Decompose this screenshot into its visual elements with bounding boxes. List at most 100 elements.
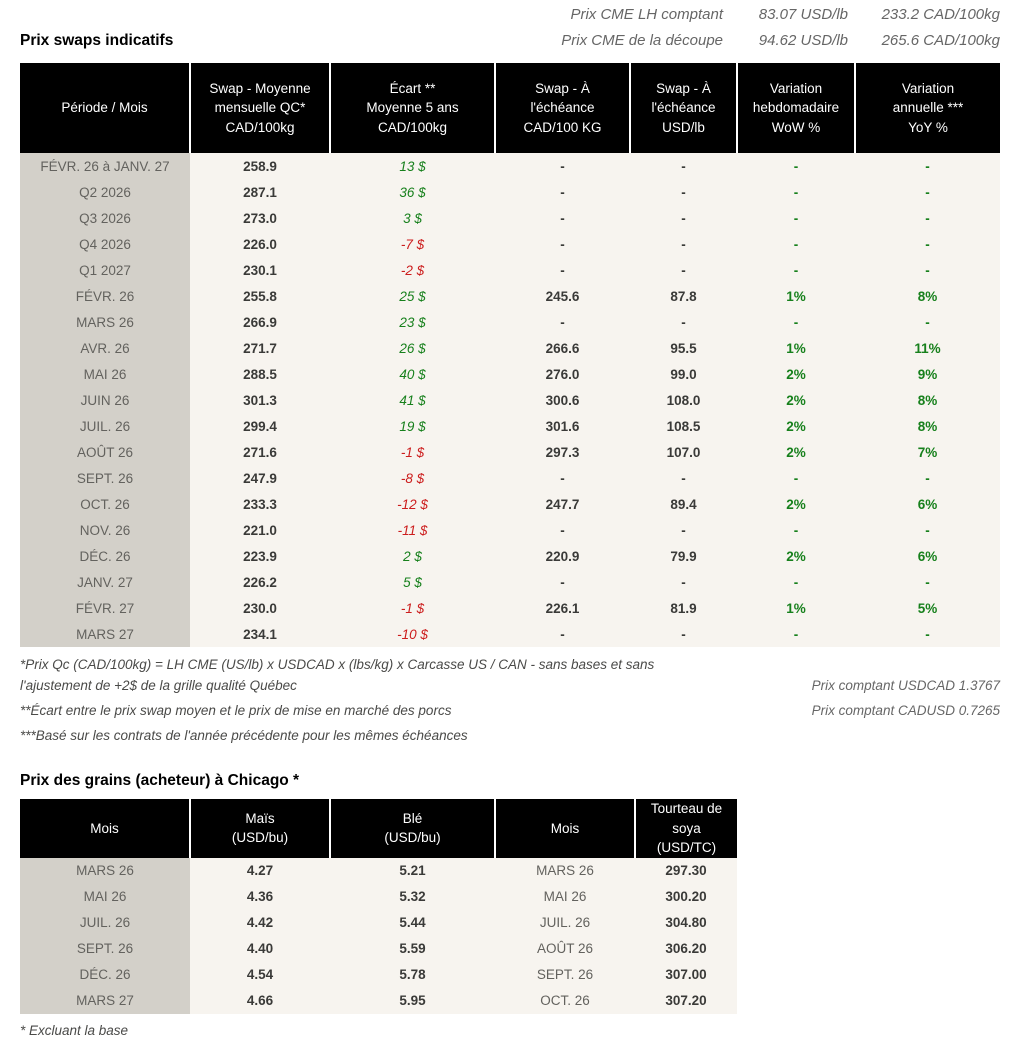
swap-avg-cell: 273.0	[190, 205, 330, 231]
swap-avg-cell: 223.9	[190, 543, 330, 569]
period-cell: FÉVR. 26	[20, 283, 190, 309]
wow-cell: 2%	[737, 361, 855, 387]
wheat-price-cell: 5.44	[330, 909, 495, 936]
swap-avg-cell: 230.0	[190, 595, 330, 621]
grains-footnote: * Excluant la base	[20, 1022, 129, 1038]
ecart-cell: 19 $	[330, 413, 495, 439]
swap-cad-cell: -	[495, 179, 630, 205]
yoy-cell: 6%	[855, 491, 1000, 517]
grains-table: Mois Maïs (USD/bu) Blé (USD/bu) Mois Tourtea…	[20, 799, 737, 1014]
table-row: DÉC. 26 4.54 5.78 SEPT. 26 307.00	[20, 961, 737, 988]
yoy-cell: -	[855, 153, 1000, 179]
table-row: Q4 2026 226.0 -7 $ - - - -	[20, 231, 1000, 257]
period-cell: JANV. 27	[20, 569, 190, 595]
swap-usd-cell: -	[630, 517, 737, 543]
swap-avg-cell: 233.3	[190, 491, 330, 517]
swap-usd-cell: 81.9	[630, 595, 737, 621]
swap-avg-cell: 247.9	[190, 465, 330, 491]
swap-avg-cell: 266.9	[190, 309, 330, 335]
grains-column-header: Mois	[20, 799, 190, 858]
swap-avg-cell: 221.0	[190, 517, 330, 543]
ecart-cell: 5 $	[330, 569, 495, 595]
swap-usd-cell: 99.0	[630, 361, 737, 387]
wow-cell: -	[737, 621, 855, 647]
wheat-price-cell: 5.95	[330, 987, 495, 1014]
cme-line-1: Prix CME LH comptant 83.07 USD/lb 233.2 …	[20, 6, 1000, 32]
grains-title: Prix des grains (acheteur) à Chicago *	[20, 772, 300, 789]
wow-cell: -	[737, 517, 855, 543]
yoy-cell: 5%	[855, 595, 1000, 621]
period-cell: AOÛT 26	[20, 439, 190, 465]
table-row: Q1 2027 230.1 -2 $ - - - -	[20, 257, 1000, 283]
ecart-cell: 3 $	[330, 205, 495, 231]
swap-avg-cell: 258.9	[190, 153, 330, 179]
table-row: DÉC. 26 223.9 2 $220.9 79.9 2% 6%	[20, 543, 1000, 569]
table-row: MAI 26 4.36 5.32 MAI 26 300.20	[20, 883, 737, 910]
yoy-cell: -	[855, 465, 1000, 491]
swap-usd-cell: -	[630, 465, 737, 491]
swap-usd-cell: -	[630, 231, 737, 257]
spot-cadusd: Prix comptant CADUSD 0.7265	[811, 703, 1000, 718]
swap-avg-cell: 301.3	[190, 387, 330, 413]
swap-cad-cell: -	[495, 621, 630, 647]
table-row: JUIN 26 301.3 41 $300.6 108.0 2% 8%	[20, 387, 1000, 413]
month-cell-2: JUIL. 26	[495, 909, 635, 936]
swap-cad-cell: -	[495, 153, 630, 179]
table-row: AOÛT 26 271.6 -1 $297.3 107.0 2% 7%	[20, 439, 1000, 465]
table-row: FÉVR. 27 230.0 -1 $226.1 81.9 1% 5%	[20, 595, 1000, 621]
table-row: AVR. 26 271.7 26 $266.6 95.5 1% 11%	[20, 335, 1000, 361]
ecart-cell: -12 $	[330, 491, 495, 517]
swaps-column-header: Écart ** Moyenne 5 ans CAD/100kg	[329, 63, 495, 153]
grains-column-header: Maïs (USD/bu)	[189, 799, 330, 858]
wow-cell: -	[737, 465, 855, 491]
swaps-column-header: Swap - À l'échéance CAD/100 KG	[494, 63, 630, 153]
footnote-yoy: ***Basé sur les contrats de l'année préc…	[20, 728, 468, 743]
swap-avg-cell: 299.4	[190, 413, 330, 439]
yoy-cell: -	[855, 257, 1000, 283]
table-row: FÉVR. 26 à JANV. 27 258.9 13 $ - - - -	[20, 153, 1000, 179]
swap-usd-cell: 79.9	[630, 543, 737, 569]
swap-usd-cell: -	[630, 153, 737, 179]
swaps-column-header: Swap - À l'échéance USD/lb	[629, 63, 737, 153]
wow-cell: 1%	[737, 595, 855, 621]
swap-avg-cell: 234.1	[190, 621, 330, 647]
corn-price-cell: 4.54	[190, 961, 330, 988]
wow-cell: 2%	[737, 439, 855, 465]
ecart-cell: 40 $	[330, 361, 495, 387]
yoy-cell: -	[855, 309, 1000, 335]
table-row: SEPT. 26 4.40 5.59 AOÛT 26 306.20	[20, 935, 737, 962]
footnotes-right: Prix comptant USDCAD 1.3767 Prix comptan…	[812, 675, 1000, 725]
wow-cell: 2%	[737, 387, 855, 413]
month-cell: DÉC. 26	[20, 961, 190, 988]
ecart-cell: -1 $	[330, 595, 495, 621]
swap-cad-cell: 245.6	[495, 283, 630, 309]
month-cell: SEPT. 26	[20, 935, 190, 962]
month-cell: JUIL. 26	[20, 909, 190, 936]
swap-avg-cell: 226.0	[190, 231, 330, 257]
corn-price-cell: 4.66	[190, 987, 330, 1014]
ecart-cell: 26 $	[330, 335, 495, 361]
table-row: MARS 27 234.1 -10 $ - - - -	[20, 621, 1000, 647]
wow-cell: -	[737, 205, 855, 231]
table-row: MAI 26 288.5 40 $276.0 99.0 2% 9%	[20, 361, 1000, 387]
table-row: SEPT. 26 247.9 -8 $ - - - -	[20, 465, 1000, 491]
table-row: JUIL. 26 299.4 19 $301.6 108.5 2% 8%	[20, 413, 1000, 439]
swap-avg-cell: 255.8	[190, 283, 330, 309]
ecart-cell: -8 $	[330, 465, 495, 491]
swap-avg-cell: 230.1	[190, 257, 330, 283]
swap-cad-cell: -	[495, 517, 630, 543]
grains-column-header: Blé (USD/bu)	[329, 799, 495, 858]
soymeal-price-cell: 306.20	[635, 935, 737, 962]
swap-cad-cell: 301.6	[495, 413, 630, 439]
period-cell: DÉC. 26	[20, 543, 190, 569]
soymeal-price-cell: 307.00	[635, 961, 737, 988]
period-cell: MARS 27	[20, 621, 190, 647]
table-row: Q3 2026 273.0 3 $ - - - -	[20, 205, 1000, 231]
title-and-cme-line-2: Prix swaps indicatifs Prix CME de la déc…	[20, 32, 1000, 58]
swap-cad-cell: 300.6	[495, 387, 630, 413]
swap-usd-cell: -	[630, 569, 737, 595]
yoy-cell: 11%	[855, 335, 1000, 361]
period-cell: JUIN 26	[20, 387, 190, 413]
wheat-price-cell: 5.32	[330, 883, 495, 910]
period-cell: OCT. 26	[20, 491, 190, 517]
